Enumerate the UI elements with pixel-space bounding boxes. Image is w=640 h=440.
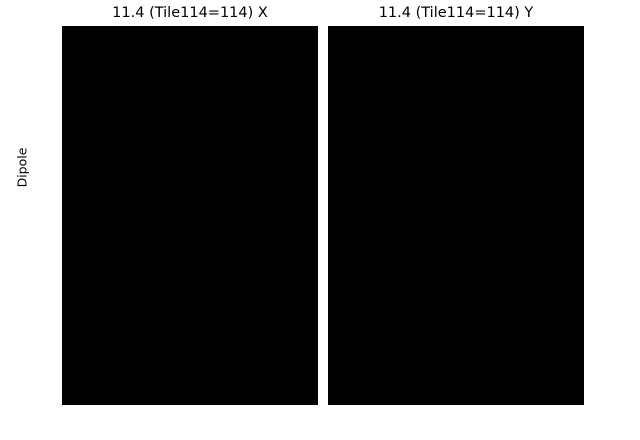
panel-title-x: 11.4 (Tile114=114) X: [112, 5, 268, 21]
heatmap-gap-bottom-y: [328, 364, 584, 382]
white-traces-y: [328, 26, 584, 405]
heatmap-gap-top-y: [328, 71, 584, 90]
panel-title-y: 11.4 (Tile114=114) Y: [378, 5, 534, 21]
x-axis-left: [62, 405, 318, 439]
panel-x[interactable]: [62, 26, 318, 405]
y-category-labels-left: [16, 26, 50, 405]
heatmap-gap-top-x: [62, 71, 318, 90]
panel-y[interactable]: [328, 26, 584, 405]
heatmap-gap-bottom-x: [62, 364, 318, 382]
white-traces-x: [62, 26, 318, 405]
y-category-labels-right: [598, 26, 632, 405]
x-axis-right: [328, 405, 584, 439]
